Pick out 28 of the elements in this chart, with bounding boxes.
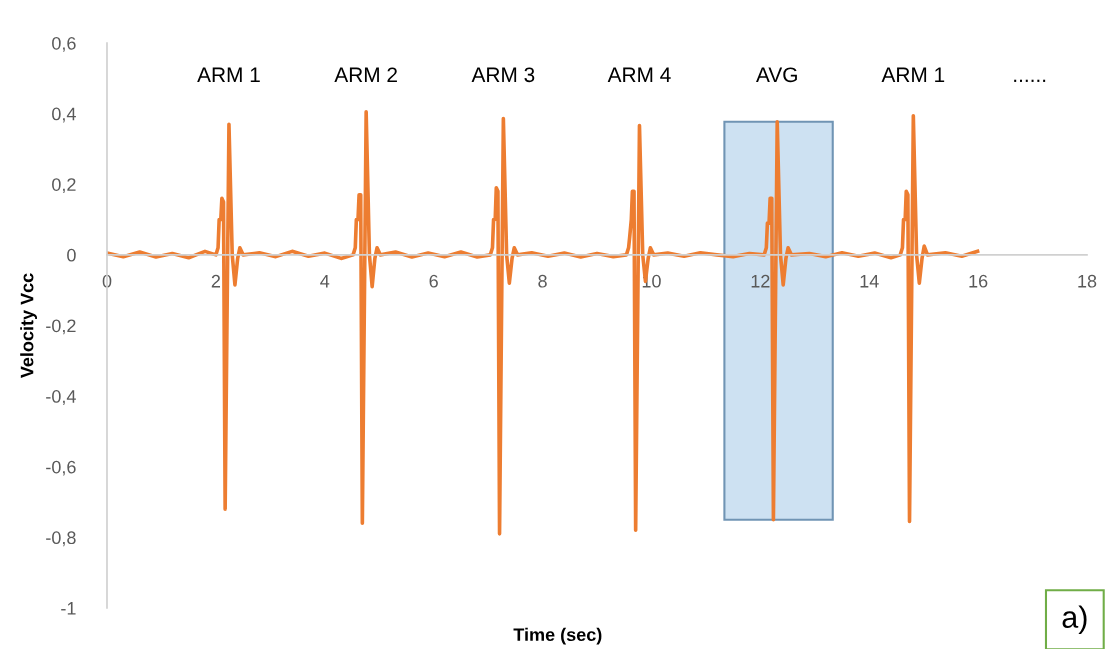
x-tick-label: 18 (1078, 274, 1097, 288)
x-tick-label: 8 (538, 274, 547, 288)
y-tick-label: -0,8 (46, 531, 76, 547)
y-axis-title: Velocity Vcc (20, 273, 37, 379)
annotation: ARM 4 (607, 67, 671, 82)
y-tick-label: -0,2 (46, 319, 76, 335)
annotation: ARM 1 (881, 67, 945, 82)
annotation: ARM 2 (334, 67, 397, 82)
y-tick-label: -0,6 (46, 460, 76, 476)
y-tick-label: -0,4 (46, 390, 76, 405)
annotation: ...... (1014, 79, 1046, 82)
y-tick-label: 0,6 (52, 36, 76, 52)
annotation: ARM 1 (197, 67, 260, 82)
x-tick-label: 2 (211, 274, 220, 288)
annotation: ARM 3 (471, 67, 535, 83)
y-tick-label: -1 (61, 602, 76, 615)
x-tick-label: 0 (102, 274, 112, 288)
x-axis-title: Time (sec) (513, 627, 602, 645)
x-tick-label: 4 (320, 274, 330, 288)
x-tick-label: 14 (860, 274, 879, 288)
x-tick-label: 6 (429, 274, 438, 288)
y-tick-label: 0,4 (52, 107, 76, 123)
y-tick-label: 0 (67, 248, 76, 262)
annotation: AVG (756, 67, 797, 83)
annotation: a) (1062, 605, 1087, 635)
x-tick-label: 16 (969, 274, 988, 288)
x-tick-label: 12 (751, 274, 770, 288)
y-tick-label: 0,2 (52, 178, 76, 194)
